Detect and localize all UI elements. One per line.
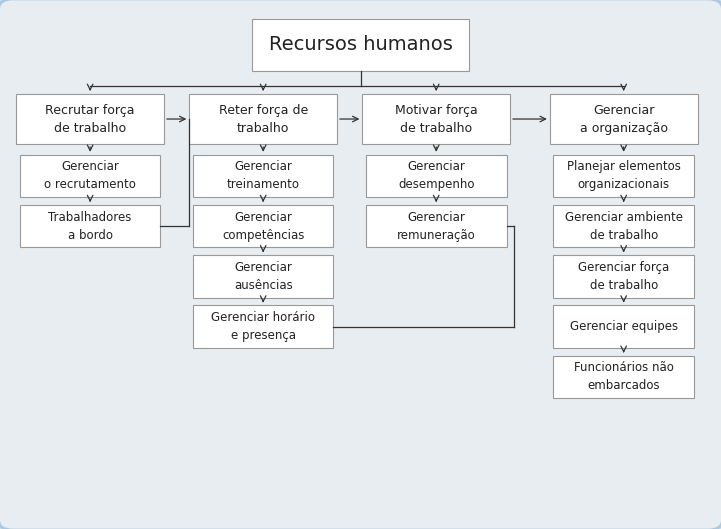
FancyBboxPatch shape [19,205,161,248]
Text: Gerenciar
treinamento: Gerenciar treinamento [226,160,300,191]
FancyBboxPatch shape [193,256,333,297]
FancyBboxPatch shape [189,94,337,144]
Text: Gerenciar
desempenho: Gerenciar desempenho [398,160,474,191]
Text: Planejar elementos
organizacionais: Planejar elementos organizacionais [567,160,681,191]
Text: Gerenciar
ausências: Gerenciar ausências [234,261,293,292]
Text: Trabalhadores
a bordo: Trabalhadores a bordo [48,211,132,242]
FancyBboxPatch shape [193,155,333,197]
Text: Reter força de
trabalho: Reter força de trabalho [218,104,308,134]
Text: Gerenciar
competências: Gerenciar competências [222,211,304,242]
Text: Gerenciar força
de trabalho: Gerenciar força de trabalho [578,261,669,292]
Text: Recursos humanos: Recursos humanos [268,35,453,54]
FancyBboxPatch shape [554,155,694,197]
Text: Motivar força
de trabalho: Motivar força de trabalho [395,104,477,134]
FancyBboxPatch shape [366,205,506,248]
Text: Gerenciar horário
e presença: Gerenciar horário e presença [211,311,315,342]
Text: Gerenciar
o recrutamento: Gerenciar o recrutamento [44,160,136,191]
Text: Gerenciar ambiente
de trabalho: Gerenciar ambiente de trabalho [565,211,683,242]
FancyBboxPatch shape [554,356,694,398]
FancyBboxPatch shape [17,94,164,144]
Text: Gerenciar equipes: Gerenciar equipes [570,320,678,333]
FancyBboxPatch shape [554,306,694,348]
Text: Gerenciar
remuneração: Gerenciar remuneração [397,211,476,242]
FancyBboxPatch shape [554,205,694,248]
FancyBboxPatch shape [554,256,694,297]
FancyBboxPatch shape [193,205,333,248]
Text: Funcionários não
embarcados: Funcionários não embarcados [574,361,673,393]
Text: Gerenciar
a organização: Gerenciar a organização [580,104,668,134]
FancyBboxPatch shape [362,94,510,144]
Text: Recrutar força
de trabalho: Recrutar força de trabalho [45,104,135,134]
FancyBboxPatch shape [19,155,161,197]
FancyBboxPatch shape [366,155,506,197]
FancyBboxPatch shape [193,306,333,348]
FancyBboxPatch shape [549,94,698,144]
FancyBboxPatch shape [252,19,469,71]
